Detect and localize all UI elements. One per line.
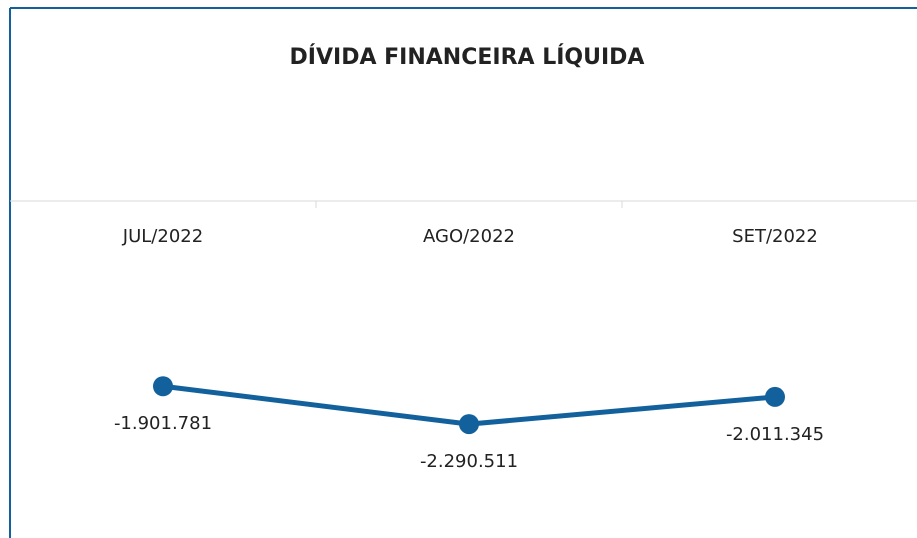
point <box>153 376 173 397</box>
data-label: -2.011.345 <box>726 424 824 445</box>
data-label: -1.901.781 <box>114 413 212 434</box>
data-label: -2.290.511 <box>420 451 518 472</box>
x-tick-label: AGO/2022 <box>423 226 515 247</box>
point <box>765 386 785 407</box>
x-tick-label: SET/2022 <box>732 226 818 247</box>
x-tick-label: JUL/2022 <box>122 226 203 247</box>
point <box>459 414 479 435</box>
chart-title: DÍVIDA FINANCEIRA LÍQUIDA <box>290 44 645 70</box>
